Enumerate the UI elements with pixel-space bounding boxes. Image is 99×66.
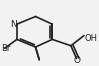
Text: Br: Br bbox=[1, 44, 10, 53]
Text: N: N bbox=[10, 20, 17, 29]
Text: O: O bbox=[73, 56, 80, 65]
Text: OH: OH bbox=[84, 34, 97, 43]
